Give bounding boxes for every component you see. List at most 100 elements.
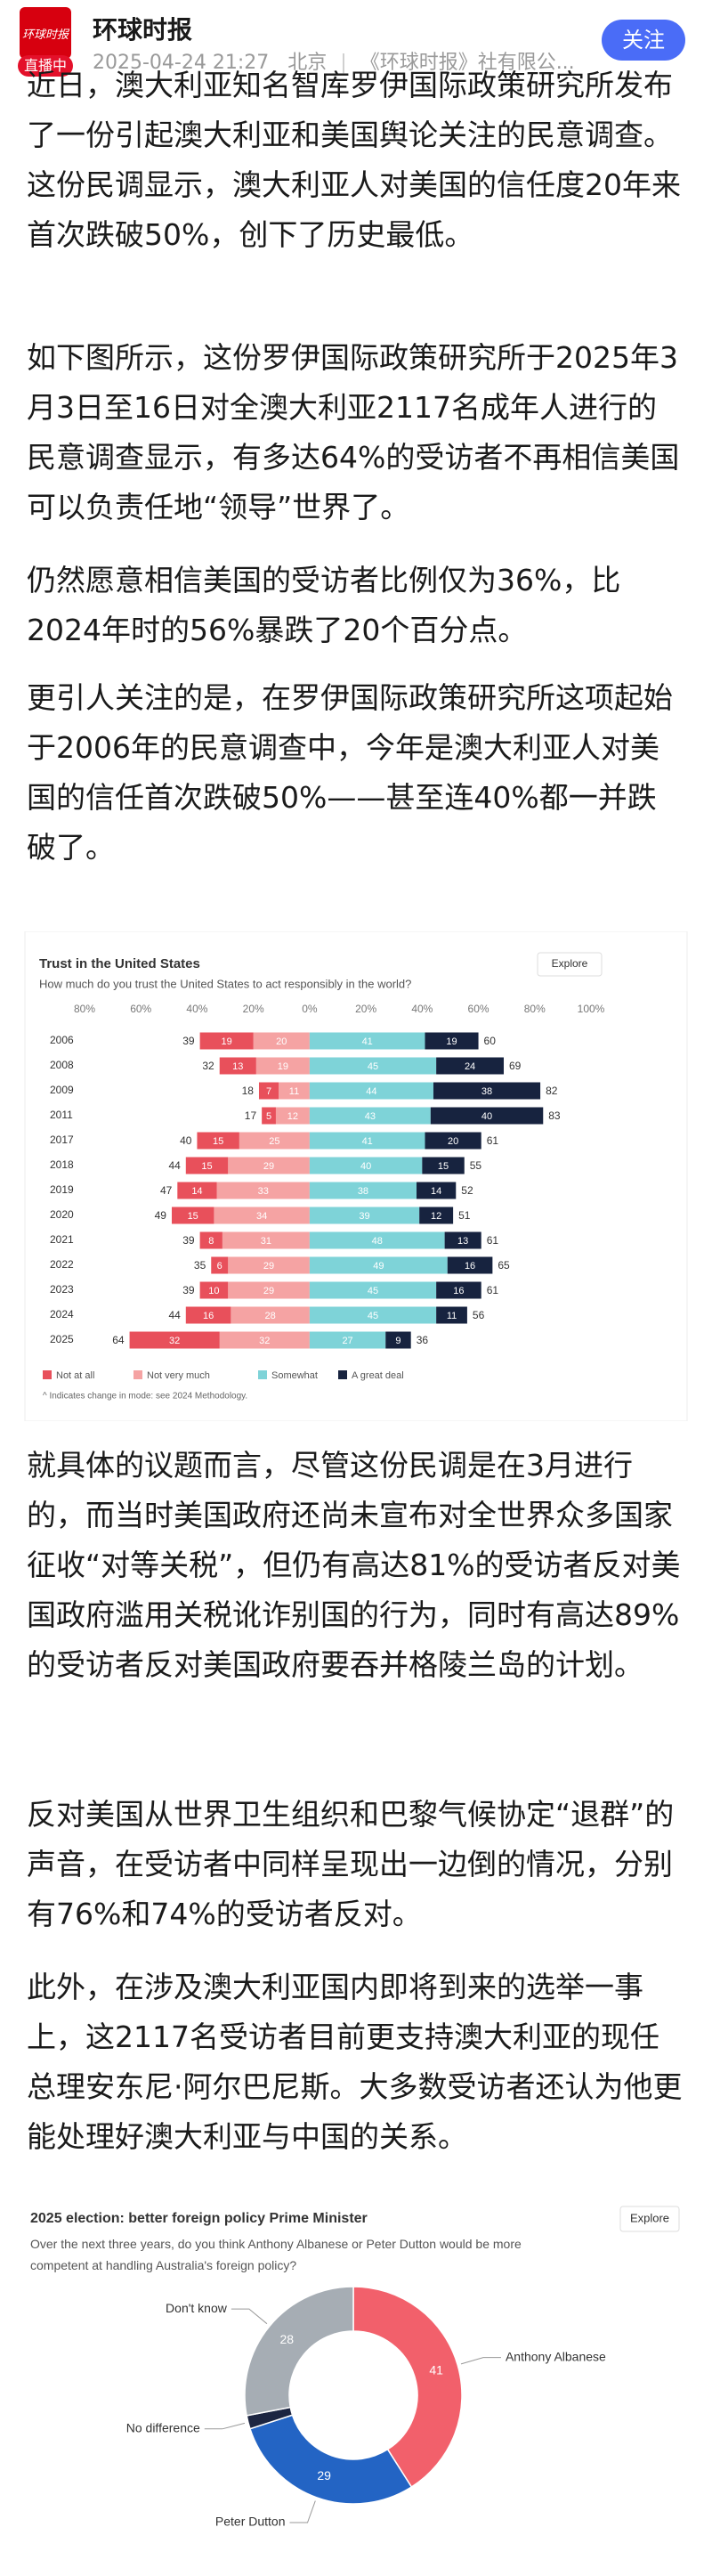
bar-segment [309, 1157, 423, 1174]
year-label: 2025 [50, 1333, 74, 1345]
bar-segment [219, 1057, 256, 1075]
bar-segment [177, 1182, 217, 1199]
negative-total: 39 [182, 1035, 195, 1047]
year-label: 2024 [50, 1308, 74, 1321]
chart-title: Trust in the United States [39, 956, 200, 971]
bar-segment [444, 1231, 481, 1249]
negative-total: 47 [160, 1184, 173, 1197]
positive-total: 69 [509, 1060, 522, 1072]
bar-segment [219, 1331, 310, 1349]
segment-label: 15 [188, 1211, 198, 1222]
segment-label: 40 [360, 1161, 371, 1172]
positive-total: 65 [498, 1259, 510, 1272]
segment-label: 38 [481, 1086, 492, 1097]
year-label: 2017 [50, 1134, 74, 1146]
segment-label: 14 [431, 1186, 441, 1197]
bar-segment [199, 1281, 229, 1299]
positive-total: 61 [487, 1284, 499, 1296]
bar-segment [309, 1107, 431, 1125]
bar-segment [309, 1082, 433, 1100]
donut-slice [352, 2286, 463, 2489]
bar-segment [417, 1182, 457, 1199]
negative-total: 35 [194, 1259, 206, 1272]
trust-chart: Trust in the United States How much do yo… [24, 931, 688, 1421]
bar-segment [216, 1182, 310, 1199]
segment-label: 48 [372, 1236, 383, 1247]
positive-total: 60 [484, 1035, 497, 1047]
paragraph: 仍然愿意相信美国的受访者比例仅为36%，比2024年时的56%暴跌了20个百分点… [27, 563, 621, 647]
follow-button[interactable]: 关注 [602, 20, 685, 61]
header: 环球时报 直播中 环球时报 2025-04-24 21:27 北京 | 《环球时… [0, 0, 712, 89]
segment-label: 16 [453, 1286, 464, 1296]
year-label: 2022 [50, 1258, 74, 1271]
segment-label: 9 [395, 1336, 400, 1346]
segment-label: 15 [213, 1136, 223, 1147]
legend-label: A great deal [352, 1370, 404, 1381]
segment-label: 33 [258, 1186, 269, 1197]
bar-segment [436, 1306, 467, 1324]
slice-label: Peter Dutton [215, 2515, 286, 2529]
explore-button[interactable] [537, 952, 603, 977]
legend-swatch [43, 1370, 52, 1379]
bar-segment [309, 1207, 420, 1224]
bar-segment [422, 1157, 465, 1174]
segment-label: 19 [278, 1061, 288, 1072]
slice-label: Don't know [166, 2301, 228, 2315]
bar-segment [309, 1057, 437, 1075]
paragraph: 就具体的议题而言，尽管这份民调是在3月进行的，而当时美国政府还尚未宣布对全世界众… [27, 1448, 681, 1682]
segment-label: 45 [368, 1311, 378, 1321]
legend-label: Not very much [147, 1370, 210, 1381]
positive-total: 56 [473, 1309, 485, 1321]
positive-total: 51 [458, 1209, 471, 1222]
segment-label: 29 [263, 1261, 274, 1272]
negative-total: 44 [168, 1309, 181, 1321]
logo[interactable]: 环球时报 [20, 7, 71, 59]
x-tick-label: 80% [74, 1003, 95, 1015]
segment-label: 49 [373, 1261, 384, 1272]
explore-label: Explore [630, 2211, 669, 2224]
x-tick-label: 40% [186, 1003, 207, 1015]
negative-total: 49 [155, 1209, 167, 1222]
bar-segment [211, 1256, 229, 1274]
x-tick-label: 100% [578, 1003, 605, 1015]
slice-value: 29 [317, 2468, 331, 2483]
bar-segment [228, 1281, 310, 1299]
segment-label: 39 [359, 1211, 369, 1222]
bar-segment [171, 1207, 214, 1224]
x-tick-label: 20% [243, 1003, 264, 1015]
bar-segment [262, 1107, 276, 1125]
segment-label: 40 [481, 1111, 492, 1122]
year-label: 2021 [50, 1233, 74, 1246]
segment-label: 31 [261, 1236, 271, 1247]
positive-total: 83 [548, 1109, 561, 1122]
bar-segment [433, 1082, 541, 1100]
segment-label: 34 [256, 1211, 267, 1222]
x-tick-label: 60% [130, 1003, 151, 1015]
bar-segment [309, 1032, 425, 1050]
bar-segment [419, 1207, 454, 1224]
bar-segment [309, 1331, 386, 1349]
bar-segment [185, 1157, 229, 1174]
live-badge: 直播中 [18, 55, 73, 77]
bar-segment [129, 1331, 220, 1349]
segment-label: 13 [457, 1236, 468, 1247]
bar-segment [309, 1132, 425, 1150]
year-label: 2023 [50, 1283, 74, 1296]
donut-slice [244, 2286, 354, 2417]
segment-label: 45 [368, 1286, 378, 1296]
segment-label: 14 [191, 1186, 202, 1197]
bar-segment [309, 1256, 448, 1274]
account-name[interactable]: 环球时报 [93, 15, 193, 45]
negative-total: 17 [245, 1109, 257, 1122]
segment-label: 19 [446, 1036, 457, 1047]
bar-segment [228, 1256, 310, 1274]
segment-label: 45 [368, 1061, 378, 1072]
explore-button[interactable] [619, 2206, 680, 2232]
segment-label: 12 [431, 1211, 441, 1222]
year-label: 2008 [50, 1059, 74, 1071]
segment-label: 20 [448, 1136, 458, 1147]
leader-line [460, 2357, 501, 2365]
positive-total: 36 [417, 1334, 429, 1346]
chart-subtitle: Over the next three years, do you think … [30, 2237, 522, 2272]
